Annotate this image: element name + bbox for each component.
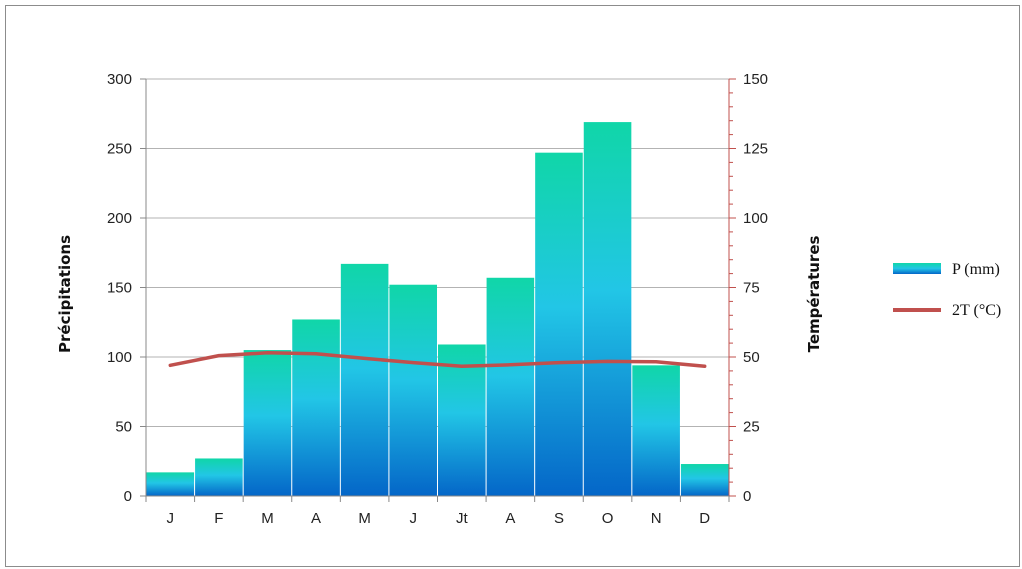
legend-item-precipitation: P (mm) xyxy=(893,261,1000,278)
precipitation-bar xyxy=(632,365,680,496)
precipitation-bar xyxy=(340,263,389,496)
y2-tick-label: 75 xyxy=(743,280,760,297)
x-tick-label: O xyxy=(602,510,614,527)
precipitation-bar xyxy=(535,152,583,497)
y2-tick-label: 100 xyxy=(743,210,768,227)
precipitation-bar xyxy=(243,350,292,496)
y2-tick-label: 25 xyxy=(743,419,760,436)
precipitation-bar xyxy=(195,458,243,496)
x-tick-label: N xyxy=(651,510,662,527)
y-tick-label: 300 xyxy=(107,71,132,88)
legend-swatch-precipitation xyxy=(893,263,941,274)
x-tick-label: J xyxy=(409,510,417,527)
precipitation-bar xyxy=(583,122,632,496)
x-tick-label: A xyxy=(505,510,515,527)
x-tick-label: M xyxy=(261,510,274,527)
y-tick-label: 200 xyxy=(107,210,132,227)
x-tick-label: S xyxy=(554,510,564,527)
x-tick-label: J xyxy=(167,510,175,527)
y-tick-label: 250 xyxy=(107,141,132,158)
tick-labels: 0 50 100 150 200 250 300 0 25 50 75 100 125 150 J F M A M J… xyxy=(107,71,768,527)
precipitation-bars xyxy=(146,122,729,497)
y-tick-label: 150 xyxy=(107,280,132,297)
axes xyxy=(140,78,736,502)
x-tick-label: M xyxy=(358,510,371,527)
x-tick-label: A xyxy=(311,510,321,527)
temperature-series-line xyxy=(168,351,707,368)
y-tick-label: 50 xyxy=(115,419,132,436)
y-tick-label: 100 xyxy=(107,349,132,366)
precipitation-bar xyxy=(680,464,729,496)
y-axis-title: Précipitations xyxy=(56,235,74,353)
y2-tick-label: 150 xyxy=(743,71,768,88)
y2-tick-label: 125 xyxy=(743,141,768,158)
gridlines xyxy=(146,78,729,427)
precipitation-bar xyxy=(438,344,486,496)
chart-frame: 0 50 100 150 200 250 300 0 25 50 75 100 125 150 J F M A M J… xyxy=(5,5,1020,567)
precipitation-bar xyxy=(486,277,535,496)
legend-item-temperature: 2T (°C) xyxy=(893,302,1001,319)
climate-chart: 0 50 100 150 200 250 300 0 25 50 75 100 125 150 J F M A M J… xyxy=(56,71,1001,527)
legend-label-precipitation: P (mm) xyxy=(952,261,1000,278)
y2-tick-label: 0 xyxy=(743,488,751,505)
legend-label-temperature: 2T (°C) xyxy=(952,302,1001,319)
precipitation-bar xyxy=(146,472,195,496)
precipitation-bar xyxy=(292,319,340,496)
y2-tick-label: 50 xyxy=(743,349,760,366)
precipitation-bar xyxy=(389,284,437,496)
legend: P (mm) 2T (°C) xyxy=(893,261,1001,319)
y2-axis-title: Températures xyxy=(805,236,823,353)
temperature-line xyxy=(168,351,707,368)
x-tick-label: Jt xyxy=(456,510,469,527)
x-tick-label: F xyxy=(214,510,223,527)
x-tick-label: D xyxy=(699,510,710,527)
y-tick-label: 0 xyxy=(124,488,132,505)
